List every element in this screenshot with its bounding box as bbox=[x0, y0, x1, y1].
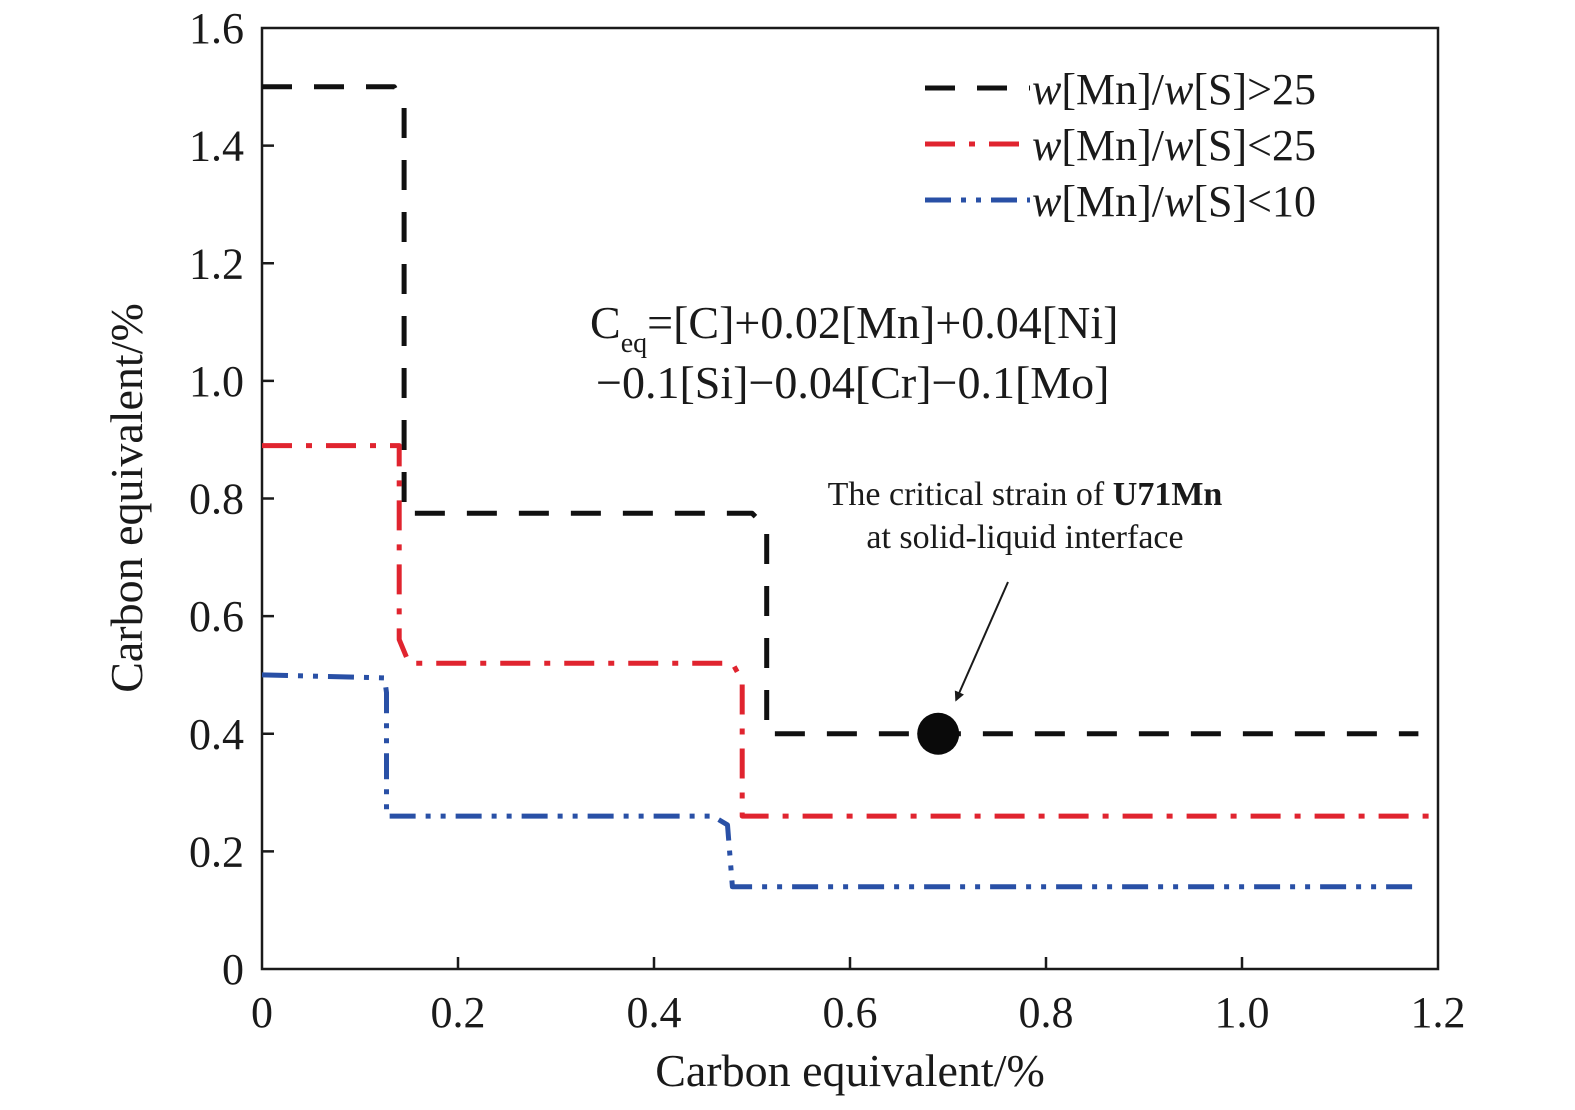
legend-label-2: w[Mn]/w[S]<25 bbox=[1032, 121, 1316, 170]
annotation: The critical strain of U71Mn at solid-li… bbox=[828, 476, 1223, 755]
y-axis-title: Carbon equivalent/% bbox=[101, 303, 152, 693]
legend-label-part: [Mn]/ bbox=[1061, 65, 1164, 114]
y-tick-label: 1.6 bbox=[189, 4, 244, 53]
legend-label-part: w bbox=[1032, 65, 1062, 114]
y-tick-label: 0.2 bbox=[189, 827, 244, 876]
x-tick-label: 0.4 bbox=[627, 988, 682, 1037]
annotation-bold: U71Mn bbox=[1113, 476, 1223, 513]
legend-label-part: [S]>25 bbox=[1193, 65, 1316, 114]
x-tick-label: 1.0 bbox=[1215, 988, 1270, 1037]
legend-label-3: w[Mn]/w[S]<10 bbox=[1032, 177, 1316, 226]
formula: Ceq=[C]+0.02[Mn]+0.04[Ni] −0.1[Si]−0.04[… bbox=[590, 297, 1118, 408]
series-line-3 bbox=[261, 672, 1419, 890]
legend-label-part: w bbox=[1032, 121, 1062, 170]
y-tick-label: 0 bbox=[222, 945, 244, 994]
y-tick-label: 0.6 bbox=[189, 592, 244, 641]
legend-label-part: w bbox=[1164, 65, 1194, 114]
formula-rest: =[C]+0.02[Mn]+0.04[Ni] bbox=[647, 297, 1118, 348]
legend: w[Mn]/w[S]>25w[Mn]/w[S]<25w[Mn]/w[S]<10 bbox=[925, 65, 1316, 226]
y-axis-ticks: 0 0.2 0.4 0.6 0.8 1.0 1.2 1.4 1.6 bbox=[189, 4, 274, 994]
legend-label-part: [S]<25 bbox=[1193, 121, 1316, 170]
annotation-line-1: The critical strain of U71Mn bbox=[828, 476, 1223, 513]
formula-line-2: −0.1[Si]−0.04[Cr]−0.1[Mo] bbox=[596, 357, 1110, 408]
legend-label-part: [S]<10 bbox=[1193, 177, 1316, 226]
series-layer bbox=[261, 84, 1438, 890]
x-tick-label: 0.6 bbox=[823, 988, 878, 1037]
legend-label-part: w bbox=[1164, 177, 1194, 226]
legend-label-part: w bbox=[1032, 177, 1062, 226]
y-tick-label: 0.4 bbox=[189, 710, 244, 759]
x-axis-ticks: 0 0.2 0.4 0.6 0.8 1.0 1.2 bbox=[251, 957, 1466, 1037]
series-line-1 bbox=[262, 84, 1419, 737]
formula-sub: eq bbox=[621, 328, 647, 359]
legend-label-part: [Mn]/ bbox=[1061, 121, 1164, 170]
formula-line-1: Ceq=[C]+0.02[Mn]+0.04[Ni] bbox=[590, 297, 1118, 359]
y-tick-label: 0.8 bbox=[189, 475, 244, 524]
series-line-2 bbox=[262, 443, 1438, 819]
legend-label-1: w[Mn]/w[S]>25 bbox=[1032, 65, 1316, 114]
annotation-arrow bbox=[954, 581, 1009, 702]
formula-c: C bbox=[590, 297, 621, 348]
x-tick-label: 1.2 bbox=[1411, 988, 1466, 1037]
x-tick-label: 0.8 bbox=[1019, 988, 1074, 1037]
x-axis-title: Carbon equivalent/% bbox=[655, 1045, 1045, 1096]
legend-label-part: [Mn]/ bbox=[1061, 177, 1164, 226]
y-tick-label: 1.2 bbox=[189, 239, 244, 288]
annotation-line-2: at solid-liquid interface bbox=[866, 519, 1183, 556]
y-tick-label: 1.4 bbox=[189, 122, 244, 171]
x-tick-label: 0 bbox=[251, 988, 273, 1037]
x-tick-label: 0.2 bbox=[431, 988, 486, 1037]
annotation-prefix: The critical strain of bbox=[828, 476, 1113, 513]
legend-label-part: w bbox=[1164, 121, 1194, 170]
critical-point-marker bbox=[917, 712, 960, 755]
y-tick-label: 1.0 bbox=[189, 357, 244, 406]
